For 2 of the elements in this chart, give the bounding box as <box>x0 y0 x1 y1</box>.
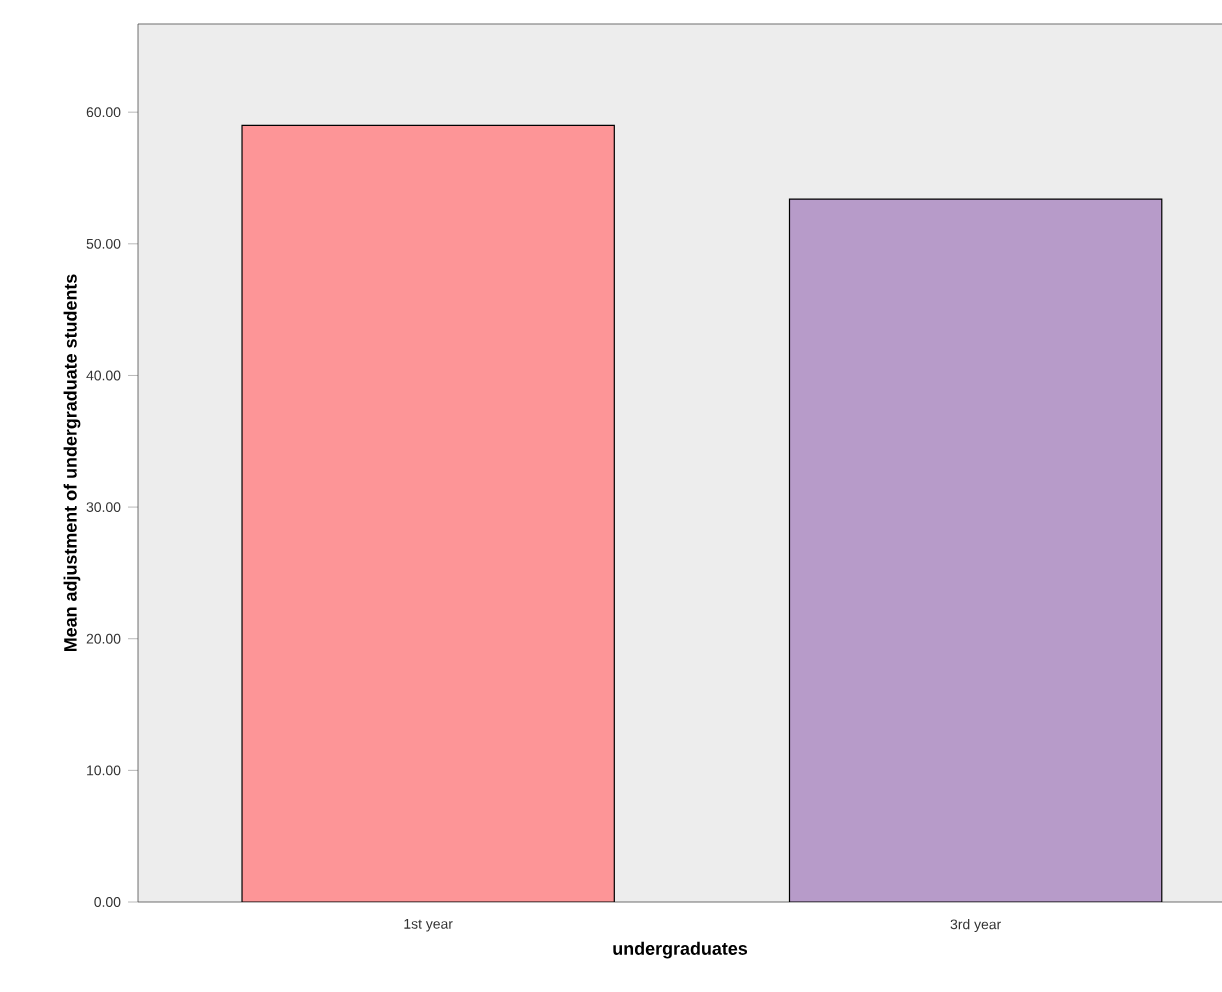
y-axis-title: Mean adjustment of undergraduate students <box>63 274 81 652</box>
x-axis-title: undergraduates <box>613 941 748 959</box>
